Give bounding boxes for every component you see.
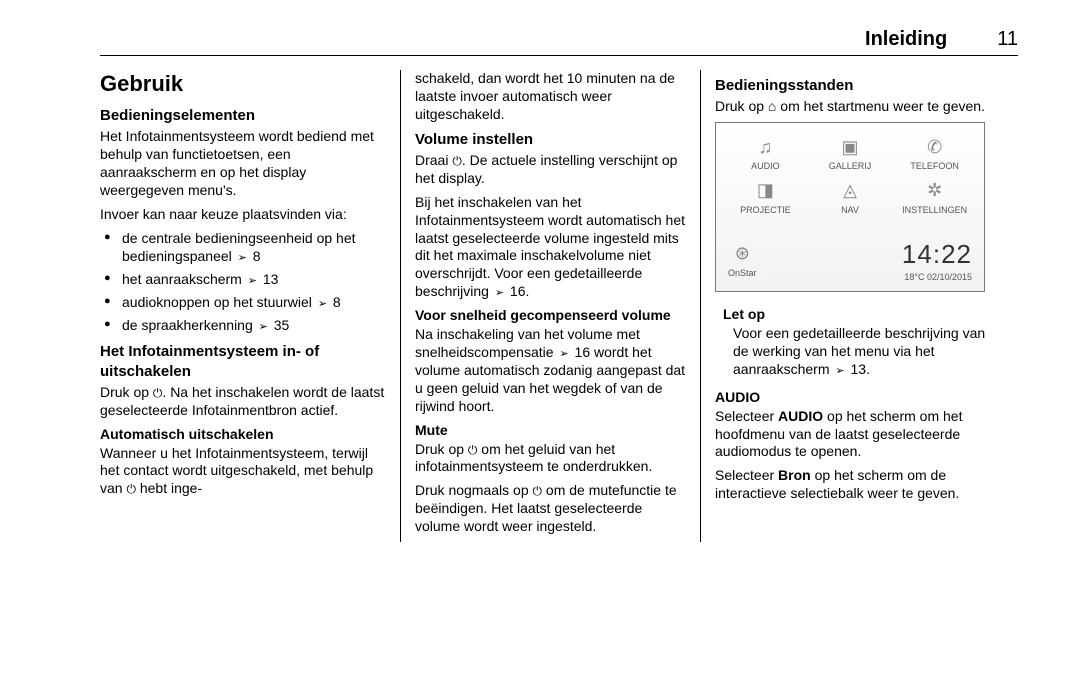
para: Wanneer u het Infotainmentsysteem, terwi…	[100, 445, 386, 499]
power-icon	[468, 441, 478, 457]
shot-label: TELEFOON	[910, 161, 959, 173]
list-item: de centrale bedieningseenheid op het bed…	[100, 230, 386, 266]
text: Selecteer	[715, 467, 778, 483]
ref-page: 35	[270, 317, 289, 333]
para: Bij het inschakelen van het Infotainment…	[415, 194, 686, 301]
para: Druk nogmaals op om de mutefunctie te be…	[415, 482, 686, 536]
list-text: de spraakherkenning	[122, 317, 257, 333]
shot-label: AUDIO	[751, 161, 780, 173]
column-1: Gebruik Bedieningselementen Het Infotain…	[100, 70, 400, 542]
para: Druk op . Na het inschakelen wordt de la…	[100, 384, 386, 420]
list-text: audioknoppen op het stuurwiel	[122, 294, 316, 310]
h3-snelheid-volume: Voor snelheid gecompenseerd volume	[415, 307, 686, 325]
text: Druk op	[100, 384, 153, 400]
ref-page: 8	[249, 248, 261, 264]
h2-inschakelen: Het Infotainmentsysteem in- of uitschake…	[100, 342, 386, 380]
h2-bedieningselementen: Bedieningselementen	[100, 106, 386, 125]
ref-icon	[257, 317, 270, 333]
h2-volume: Volume instellen	[415, 130, 686, 149]
power-icon	[126, 480, 136, 496]
nav-icon: ◬	[838, 179, 862, 203]
ref-page: 16.	[506, 283, 529, 299]
h3-auto-uit: Automatisch uitschakelen	[100, 426, 386, 444]
para: schakeld, dan wordt het 10 minuten na de…	[415, 70, 686, 124]
para: Selecteer AUDIO op het scherm om het hoo…	[715, 408, 986, 462]
ref-page: 8	[329, 294, 341, 310]
para: Het Infotainmentsysteem wordt bediend me…	[100, 128, 386, 200]
power-icon	[533, 482, 543, 498]
para: Druk op om het geluid van het infotainme…	[415, 441, 686, 477]
shot-time: 14:22	[902, 238, 972, 271]
shot-date: 18°C 02/10/2015	[902, 272, 972, 284]
ref-icon	[236, 248, 249, 264]
shot-item-audio: ♫ AUDIO	[728, 135, 803, 173]
ref-icon	[246, 271, 259, 287]
bold-bron: Bron	[778, 467, 811, 483]
h3-audio: AUDIO	[715, 389, 986, 407]
note-title: Let op	[723, 306, 986, 324]
header-page-number: 11	[997, 28, 1018, 51]
para: Na inschakeling van het volume met snelh…	[415, 326, 686, 416]
header-section-title: Inleiding	[865, 28, 947, 51]
onstar-icon: ⊛	[730, 242, 754, 266]
para: Invoer kan naar keuze plaatsvinden via:	[100, 206, 386, 224]
h1-gebruik: Gebruik	[100, 70, 386, 98]
shot-label: OnStar	[728, 268, 757, 280]
list-text: het aanraakscherm	[122, 271, 246, 287]
para: Selecteer Bron op het scherm om de inter…	[715, 467, 986, 503]
text: Druk op	[415, 441, 468, 457]
shot-item-projectie: ◨ PROJECTIE	[728, 179, 803, 217]
column-2: schakeld, dan wordt het 10 minuten na de…	[400, 70, 700, 542]
shot-label: GALLERIJ	[829, 161, 872, 173]
list-item: de spraakherkenning 35	[100, 317, 386, 335]
ref-icon	[316, 294, 329, 310]
gallery-icon: ▣	[838, 135, 862, 159]
text: Draai	[415, 152, 452, 168]
shot-item-nav: ◬ NAV	[813, 179, 888, 217]
shot-item-instellingen: ✲ INSTELLINGEN	[897, 179, 972, 217]
note-block: Let op Voor een gedetailleerde beschrijv…	[723, 306, 986, 379]
ref-icon	[493, 283, 506, 299]
para: Druk op om het startmenu weer te geven.	[715, 98, 986, 116]
text: Selecteer	[715, 408, 778, 424]
column-3: Bedieningsstanden Druk op om het startme…	[700, 70, 1000, 542]
shot-item-onstar: ⊛ OnStar	[728, 242, 757, 280]
bold-audio: AUDIO	[778, 408, 823, 424]
list-item: het aanraakscherm 13	[100, 271, 386, 289]
infotainment-screenshot: ♫ AUDIO ▣ GALLERIJ ✆ TELEFOON ◨ PROJECTI…	[715, 122, 985, 292]
music-icon: ♫	[753, 135, 777, 159]
power-icon	[153, 384, 163, 400]
ref-page: 13.	[847, 361, 870, 377]
h3-mute: Mute	[415, 422, 686, 440]
ref-page: 13	[259, 271, 278, 287]
shot-label: INSTELLINGEN	[902, 205, 967, 217]
para: Draai . De actuele instelling verschijnt…	[415, 152, 686, 188]
h2-bedieningsstanden: Bedieningsstanden	[715, 76, 986, 95]
text: Druk op	[715, 98, 768, 114]
power-icon	[452, 152, 462, 168]
shot-label: PROJECTIE	[740, 205, 791, 217]
shot-item-telefoon: ✆ TELEFOON	[897, 135, 972, 173]
text: hebt inge-	[136, 480, 202, 496]
phone-icon: ✆	[923, 135, 947, 159]
note-body: Voor een gedetailleerde beschrijving van…	[723, 325, 986, 379]
page-header: Inleiding 11	[100, 28, 1018, 56]
ref-icon	[833, 361, 846, 377]
shot-item-gallerij: ▣ GALLERIJ	[813, 135, 888, 173]
list-item: audioknoppen op het stuurwiel 8	[100, 294, 386, 312]
settings-icon: ✲	[923, 179, 947, 203]
text: Druk nogmaals op	[415, 482, 533, 498]
text: om het startmenu weer te geven.	[776, 98, 985, 114]
shot-clock: 14:22 18°C 02/10/2015	[902, 238, 972, 283]
infotainment-grid: ♫ AUDIO ▣ GALLERIJ ✆ TELEFOON ◨ PROJECTI…	[728, 135, 972, 216]
ref-icon	[557, 344, 570, 360]
text: Bij het inschakelen van het Infotainment…	[415, 194, 685, 300]
manual-page: Inleiding 11 Gebruik Bedieningselementen…	[0, 0, 1078, 681]
projection-icon: ◨	[753, 179, 777, 203]
shot-label: NAV	[841, 205, 859, 217]
content-columns: Gebruik Bedieningselementen Het Infotain…	[100, 70, 1018, 542]
bullet-list: de centrale bedieningseenheid op het bed…	[100, 230, 386, 335]
